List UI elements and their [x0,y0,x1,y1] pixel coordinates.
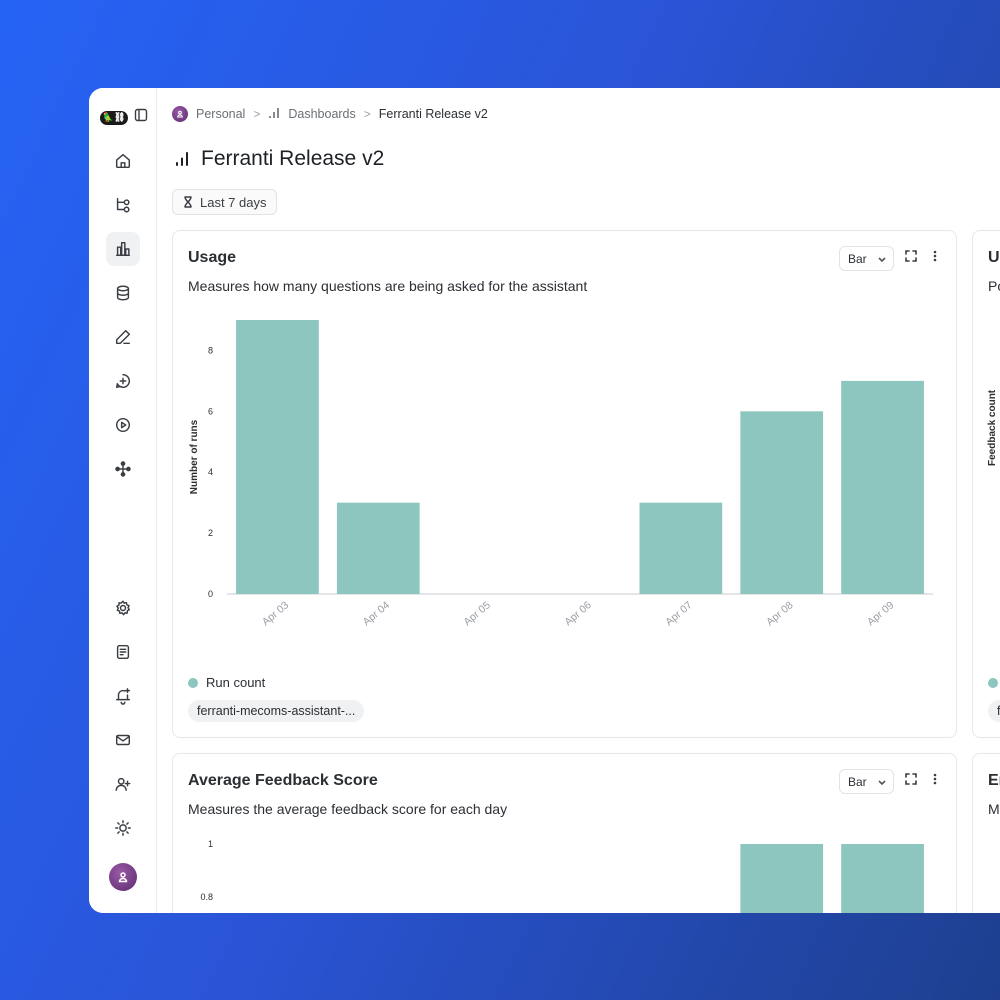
annotation-icon[interactable] [106,320,140,354]
chevron-down-icon [878,256,886,262]
peek-card-description: M [988,801,1000,817]
feedback-card-description: Measures the average feedback score for … [188,801,508,817]
workspace-avatar-icon [172,106,188,122]
page-title-text: Ferranti Release v2 [201,147,385,170]
bar-apr-09 [841,844,924,913]
usage-card: Usage Measures how many questions are be… [172,230,957,738]
bar-apr-08 [740,411,824,594]
chart-type-select[interactable]: Bar [839,246,894,271]
main-content: Personal > Dashboards > Ferranti Release… [157,88,1000,913]
expand-icon[interactable] [904,249,918,268]
bar-apr-08 [740,844,824,913]
y-axis-label: Number of runs [189,419,200,494]
add-user-icon[interactable] [106,767,140,801]
y-tick-label: 0.8 [200,892,213,902]
avatar[interactable] [109,863,137,891]
date-range-label: Last 7 days [200,194,267,210]
breadcrumb-current: Ferranti Release v2 [378,107,488,121]
user-icon [118,872,128,883]
sidebar: 🦜⛓ [89,88,157,913]
more-options-icon[interactable] [928,772,942,791]
bar-apr-03 [236,320,319,594]
more-options-icon[interactable] [928,249,942,268]
x-tick-label: Apr 03 [260,599,292,628]
page-title: Ferranti Release v2 [175,147,384,171]
app-window: 🦜⛓ [89,88,1000,913]
home-icon[interactable] [106,144,140,178]
graph-icon[interactable] [106,452,140,486]
y-tick-label: 8 [208,345,213,355]
legend-swatch [188,677,198,688]
peek-card-title: U [988,249,1000,266]
bar-apr-04 [336,502,420,594]
x-tick-label: Apr 06 [562,599,594,628]
docs-icon[interactable] [106,635,140,669]
bar-chart-icon [176,152,188,166]
breadcrumb-workspace[interactable]: Personal [196,107,246,121]
expand-icon[interactable] [904,772,918,791]
breadcrumb-separator: > [253,107,261,121]
legend-label: Run count [206,675,266,690]
bar-chart-icon [268,107,280,122]
prompts-icon[interactable] [106,364,140,398]
chevron-down-icon [878,779,886,785]
y-tick-label: 6 [208,406,213,416]
legend-swatch [988,678,998,688]
settings-icon[interactable] [106,591,140,625]
chart-type-value: Bar [848,774,867,789]
theme-icon[interactable] [106,811,140,845]
usage-card-description: Measures how many questions are being as… [188,278,588,294]
date-range-button[interactable]: Last 7 days [172,189,277,215]
deployments-icon[interactable] [106,408,140,442]
alerts-icon[interactable] [106,679,140,713]
x-tick-label: Apr 08 [764,599,796,628]
y-tick-label: 1 [208,839,213,849]
chart-type-value: Bar [848,251,867,266]
peek-card-description: Po [988,278,1000,294]
breadcrumb: Personal > Dashboards > Ferranti Release… [172,106,488,122]
y-tick-label: 2 [208,528,213,538]
hourglass-icon [184,196,192,208]
datasets-icon[interactable] [106,276,140,310]
x-tick-label: Apr 09 [865,599,897,628]
usage-card-controls: Bar [839,246,942,271]
dashboards-icon[interactable] [106,232,140,266]
projects-icon[interactable] [106,188,140,222]
usage-legend: Run count [188,675,265,690]
feedback-count-card: U Po Feedback count fe [972,230,1000,738]
breadcrumb-dashboards[interactable]: Dashboards [288,107,356,121]
errors-card: Er M [972,753,1000,913]
y-tick-label: 0 [208,589,213,599]
feedback-card: Average Feedback Score Measures the aver… [172,753,957,913]
x-tick-label: Apr 07 [663,599,695,628]
peek-card-title: Er [988,772,1000,789]
x-tick-label: Apr 04 [361,599,393,628]
logo[interactable]: 🦜⛓ [100,110,128,125]
chart-type-select[interactable]: Bar [839,769,894,794]
sidebar-toggle-icon[interactable] [134,108,148,127]
feedback-card-title: Average Feedback Score [188,772,378,789]
usage-card-title: Usage [188,249,237,266]
bar-apr-09 [841,380,924,594]
logo-row: 🦜⛓ [100,108,148,127]
peek-card-ylabel: Feedback count [987,389,998,466]
project-filter-chip[interactable]: ferranti-mecoms-assistant-... [188,700,365,722]
peek-filter-chip[interactable]: fe [988,700,1000,722]
breadcrumb-separator: > [363,107,371,121]
x-tick-label: Apr 05 [462,599,494,628]
bar-apr-07 [639,502,723,594]
y-tick-label: 4 [208,467,213,477]
feedback-card-controls: Bar [839,769,942,794]
mail-icon[interactable] [106,723,140,757]
